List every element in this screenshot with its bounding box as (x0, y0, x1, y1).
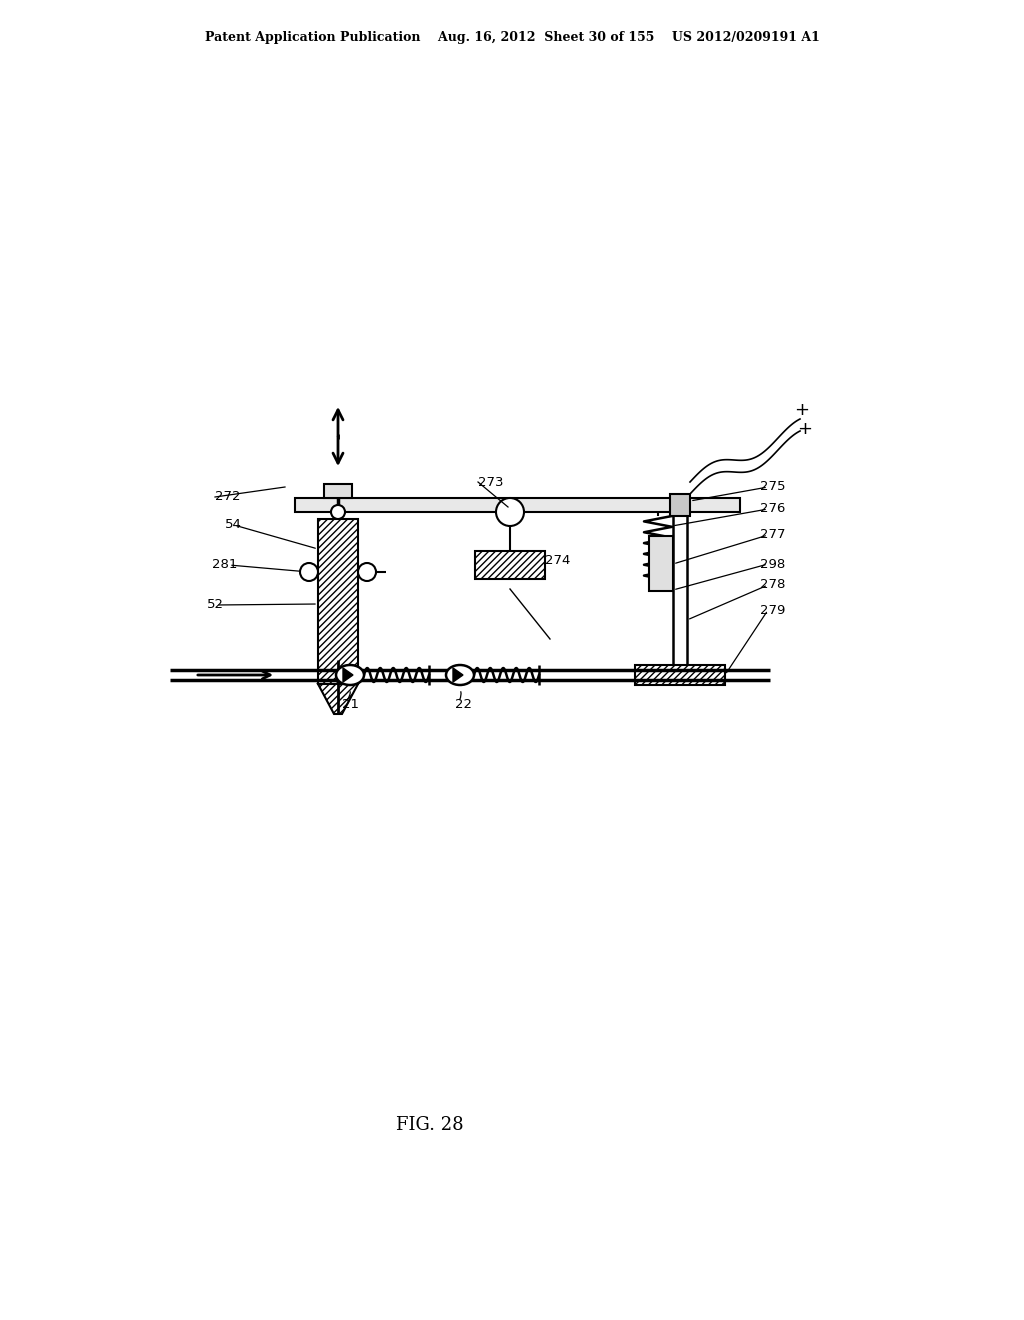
Text: +: + (798, 420, 812, 438)
Polygon shape (453, 668, 463, 682)
Text: 21: 21 (342, 698, 359, 711)
Text: FIG. 28: FIG. 28 (396, 1115, 464, 1134)
Text: 279: 279 (760, 603, 785, 616)
Text: 52: 52 (207, 598, 224, 611)
Bar (635, 665, 725, 685)
Text: 54: 54 (225, 519, 242, 532)
Ellipse shape (336, 665, 364, 685)
Ellipse shape (358, 564, 376, 581)
Bar (295, 498, 740, 512)
Text: +: + (795, 401, 810, 418)
Ellipse shape (300, 564, 318, 581)
Text: Patent Application Publication    Aug. 16, 2012  Sheet 30 of 155    US 2012/0209: Patent Application Publication Aug. 16, … (205, 32, 819, 45)
Text: 272: 272 (215, 491, 241, 503)
Text: 278: 278 (760, 578, 785, 591)
Polygon shape (343, 668, 353, 682)
Text: 273: 273 (478, 475, 504, 488)
Text: 275: 275 (760, 480, 785, 494)
Ellipse shape (496, 498, 524, 525)
Ellipse shape (331, 506, 345, 519)
Text: 298: 298 (760, 557, 785, 570)
Bar (475, 550, 545, 579)
Text: 277: 277 (760, 528, 785, 541)
Bar (324, 484, 352, 498)
Text: 276: 276 (760, 503, 785, 516)
Text: 22: 22 (455, 698, 472, 711)
Text: 274: 274 (545, 553, 570, 566)
Text: 281: 281 (212, 558, 237, 572)
Bar (318, 519, 358, 684)
Bar (670, 494, 690, 516)
Bar (649, 536, 673, 591)
Ellipse shape (446, 665, 474, 685)
Polygon shape (318, 684, 358, 714)
